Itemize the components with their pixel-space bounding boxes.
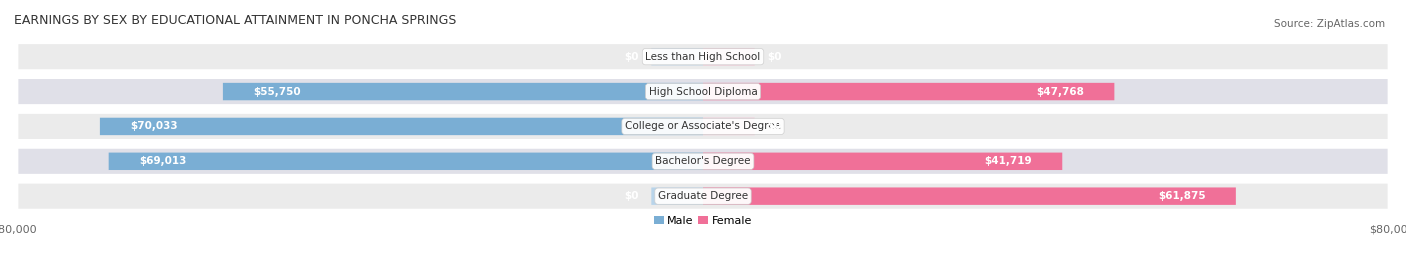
Text: Graduate Degree: Graduate Degree	[658, 191, 748, 201]
FancyBboxPatch shape	[703, 48, 755, 65]
Text: High School Diploma: High School Diploma	[648, 87, 758, 97]
FancyBboxPatch shape	[18, 79, 1388, 104]
FancyBboxPatch shape	[703, 83, 1115, 100]
Text: $61,875: $61,875	[1159, 191, 1206, 201]
Text: $41,719: $41,719	[984, 156, 1032, 166]
FancyBboxPatch shape	[18, 184, 1388, 209]
FancyBboxPatch shape	[703, 118, 755, 135]
Text: $0: $0	[768, 52, 782, 62]
Text: Bachelor's Degree: Bachelor's Degree	[655, 156, 751, 166]
FancyBboxPatch shape	[100, 118, 703, 135]
FancyBboxPatch shape	[651, 48, 703, 65]
FancyBboxPatch shape	[18, 114, 1388, 139]
Text: $0: $0	[624, 52, 638, 62]
Text: EARNINGS BY SEX BY EDUCATIONAL ATTAINMENT IN PONCHA SPRINGS: EARNINGS BY SEX BY EDUCATIONAL ATTAINMEN…	[14, 14, 457, 27]
FancyBboxPatch shape	[224, 83, 703, 100]
Text: Source: ZipAtlas.com: Source: ZipAtlas.com	[1274, 19, 1385, 29]
Text: $0: $0	[768, 121, 782, 132]
Text: $47,768: $47,768	[1036, 87, 1084, 97]
Text: College or Associate's Degree: College or Associate's Degree	[626, 121, 780, 132]
Text: $70,033: $70,033	[129, 121, 177, 132]
Legend: Male, Female: Male, Female	[650, 211, 756, 230]
Text: $55,750: $55,750	[253, 87, 301, 97]
Text: $0: $0	[624, 191, 638, 201]
Text: $69,013: $69,013	[139, 156, 186, 166]
FancyBboxPatch shape	[18, 44, 1388, 69]
FancyBboxPatch shape	[703, 153, 1063, 170]
FancyBboxPatch shape	[651, 187, 703, 205]
FancyBboxPatch shape	[18, 149, 1388, 174]
Text: Less than High School: Less than High School	[645, 52, 761, 62]
FancyBboxPatch shape	[108, 153, 703, 170]
FancyBboxPatch shape	[703, 187, 1236, 205]
